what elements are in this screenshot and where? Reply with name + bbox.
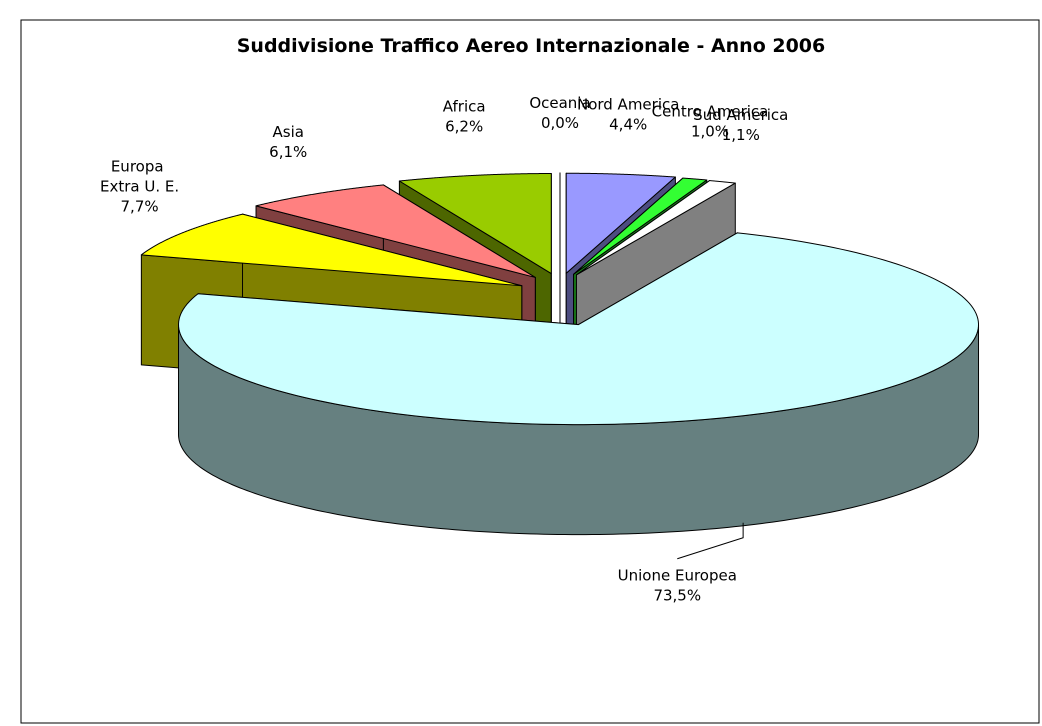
slice-label: Europa Extra U. E.: [100, 158, 179, 196]
slice-value-label: 1,0%: [691, 122, 729, 140]
slice-label-line: Extra U. E.: [100, 178, 179, 196]
slice-label-line: Europa: [111, 158, 168, 176]
slice-label: Africa: [443, 97, 486, 115]
slice: [178, 232, 980, 536]
slice-label: Unione Europea: [618, 567, 737, 585]
slice-top: [573, 177, 708, 275]
slice-top: [140, 213, 523, 287]
slice-value-label: 1,1%: [722, 126, 760, 144]
slice-label: Centro America: [652, 102, 769, 120]
slice-label: Sud America: [693, 106, 788, 124]
slice-label: Oceania: [529, 94, 590, 112]
slice-top: [575, 180, 736, 276]
slice-value-label: 7,7%: [121, 198, 159, 216]
slice-value-label: 0,0%: [541, 114, 579, 132]
slice-top: [398, 173, 552, 275]
slice-value-label: 73,5%: [653, 587, 701, 605]
slice-value-label: 6,1%: [269, 143, 307, 161]
leader-line: [677, 522, 744, 560]
chart-title: Suddivisione Traffico Aereo Internaziona…: [237, 35, 826, 57]
slice-top: [178, 232, 980, 426]
slice-label: Nord America: [577, 96, 679, 114]
slice-top: [255, 184, 536, 278]
slice-top: [565, 172, 676, 274]
slice-value-label: 4,4%: [609, 116, 647, 134]
slice-value-label: 6,2%: [445, 117, 483, 135]
slice-label: Asia: [273, 123, 304, 141]
